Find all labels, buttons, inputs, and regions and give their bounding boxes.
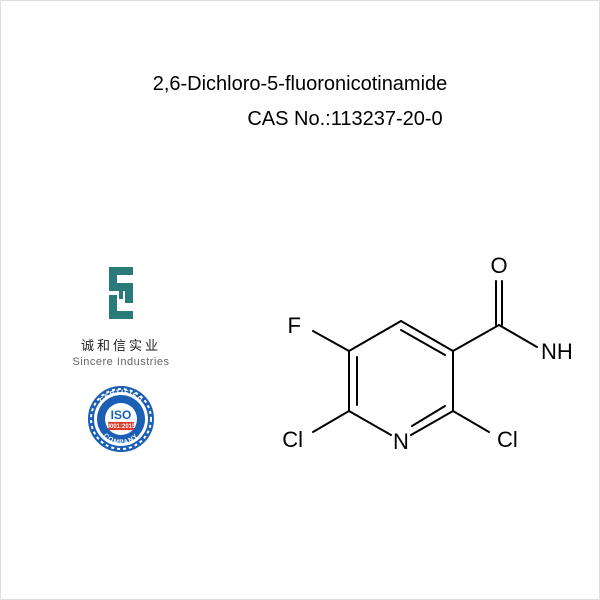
iso-badge-icon: CERTIFIED COMPANY ISO 9001:2015 bbox=[86, 386, 156, 452]
company-name-en: Sincere Industries bbox=[41, 356, 201, 368]
iso-standard: 9001:2015 bbox=[107, 424, 136, 430]
atom-label-NH2: NH2 bbox=[541, 339, 571, 369]
company-name-cn: 诚和信实业 bbox=[41, 335, 201, 354]
iso-inner-text: ISO bbox=[111, 408, 132, 422]
company-block: 诚和信实业 Sincere Industries CERTIFIED COMPA… bbox=[41, 261, 201, 452]
atom-label-F: F bbox=[288, 313, 301, 338]
title-block: 2,6-Dichloro-5-fluoronicotinamide CAS No… bbox=[1, 1, 599, 131]
company-logo-icon bbox=[89, 261, 153, 325]
chemical-structure: N F Cl Cl O NH2 bbox=[231, 201, 571, 541]
cas-number: 113237-20-0 bbox=[331, 108, 443, 130]
atom-label-Cl-left: Cl bbox=[282, 427, 303, 452]
content-area: 诚和信实业 Sincere Industries CERTIFIED COMPA… bbox=[1, 221, 599, 581]
cas-line: CAS No.:113237-20-0 bbox=[1, 108, 599, 131]
cas-label: CAS No.: bbox=[247, 108, 330, 130]
compound-name: 2,6-Dichloro-5-fluoronicotinamide bbox=[1, 73, 599, 96]
atom-label-O: O bbox=[490, 253, 507, 278]
atom-label-N: N bbox=[393, 429, 409, 454]
atom-label-Cl-right: Cl bbox=[497, 427, 518, 452]
